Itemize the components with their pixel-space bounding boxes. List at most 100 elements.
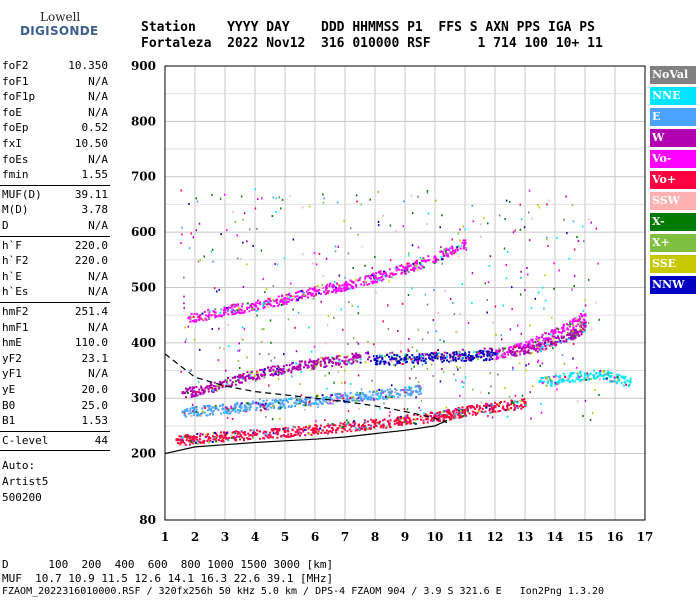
- echo-dot: [251, 307, 254, 310]
- echo-dot: [302, 401, 305, 404]
- echo-dot: [319, 360, 322, 363]
- echo-dot: [377, 190, 380, 193]
- echo-dot: [195, 320, 198, 323]
- echo-dot: [350, 425, 353, 428]
- echo-dot: [605, 377, 608, 380]
- echo-dot: [272, 427, 275, 430]
- echo-dot: [311, 287, 314, 290]
- series-point: [313, 288, 317, 292]
- echo-dot: [523, 226, 526, 229]
- echo-dot: [282, 353, 285, 356]
- echo-dot: [548, 199, 550, 202]
- echo-dot: [266, 300, 269, 303]
- echo-dot: [242, 431, 245, 434]
- echo-dot: [521, 347, 524, 350]
- echo-dot: [385, 397, 388, 400]
- echo-dot: [328, 430, 331, 433]
- echo-dot: [493, 401, 496, 404]
- echo-dot: [225, 437, 228, 440]
- param-row: C-level 44: [2, 434, 108, 449]
- echo-dot: [192, 386, 195, 389]
- param-separator: [0, 302, 110, 303]
- echo-dot: [304, 426, 307, 429]
- echo-dot: [187, 435, 190, 438]
- echo-dot: [233, 311, 236, 314]
- echo-dot: [300, 428, 303, 431]
- echo-dot: [491, 403, 494, 406]
- echo-dot: [195, 386, 198, 389]
- echo-dot: [442, 252, 445, 255]
- param-value: 110.0: [74, 336, 108, 350]
- echo-dot: [549, 376, 551, 379]
- echo-dot: [374, 256, 376, 259]
- echo-dot: [306, 366, 309, 369]
- echo-dot: [287, 300, 290, 303]
- echo-dot: [335, 363, 338, 366]
- y-tick-label: 800: [131, 114, 156, 128]
- echo-dot: [432, 374, 434, 377]
- series-point: [358, 355, 362, 359]
- echo-dot: [280, 434, 283, 437]
- echo-dot: [597, 262, 599, 265]
- echo-dot: [325, 342, 327, 345]
- echo-dot: [234, 432, 237, 435]
- echo-dot: [422, 422, 425, 425]
- echo-dot: [479, 350, 482, 353]
- echo-dot: [223, 193, 226, 196]
- echo-dot: [287, 293, 290, 296]
- echo-dot: [319, 292, 322, 295]
- echo-dot: [199, 258, 202, 261]
- series-point: [328, 359, 332, 363]
- echo-dot: [295, 367, 298, 370]
- echo-dot: [388, 363, 391, 366]
- echo-dot: [540, 377, 543, 380]
- echo-dot: [475, 354, 478, 357]
- echo-dot: [569, 323, 572, 326]
- echo-dot: [505, 409, 507, 412]
- echo-dot: [259, 398, 261, 401]
- echo-dot: [239, 434, 242, 437]
- echo-dot: [360, 425, 363, 428]
- echo-dot: [412, 355, 415, 358]
- echo-dot: [319, 401, 322, 404]
- echo-dot: [216, 290, 218, 293]
- echo-dot: [234, 438, 237, 441]
- echo-dot: [362, 280, 365, 283]
- echo-dot: [464, 246, 467, 249]
- echo-dot: [260, 374, 263, 377]
- header-line-2: Fortaleza 2022 Nov12 316 010000 RSF 1 71…: [141, 36, 603, 51]
- echo-dot: [204, 406, 207, 409]
- echo-dot: [239, 258, 242, 261]
- echo-dot: [407, 262, 410, 265]
- echo-dot: [388, 268, 391, 271]
- echo-dot: [547, 245, 549, 248]
- series-point: [373, 357, 377, 361]
- echo-dot: [337, 371, 340, 374]
- echo-dot: [373, 419, 376, 422]
- echo-dot: [328, 372, 330, 375]
- echo-dot: [524, 403, 527, 406]
- echo-dot: [294, 291, 297, 294]
- echo-dot: [273, 365, 276, 368]
- echo-dot: [265, 405, 268, 408]
- echo-dot: [570, 336, 573, 339]
- echo-dot: [466, 405, 469, 408]
- echo-dot: [212, 389, 215, 392]
- echo-dot: [290, 397, 293, 400]
- echo-dot: [193, 414, 196, 417]
- echo-dot: [424, 293, 427, 296]
- echo-dot: [212, 406, 215, 409]
- echo-dot: [224, 406, 227, 409]
- echo-dot: [277, 406, 280, 409]
- echo-dot: [233, 309, 236, 312]
- echo-dot: [189, 407, 192, 410]
- echo-dot: [344, 394, 347, 397]
- echo-dot: [201, 410, 204, 413]
- echo-dot: [439, 380, 442, 383]
- echo-dot: [488, 265, 491, 268]
- echo-dot: [229, 379, 232, 382]
- echo-dot: [559, 377, 562, 380]
- param-label: yF1: [2, 367, 22, 381]
- echo-dot: [231, 431, 234, 434]
- echo-dot: [490, 406, 493, 409]
